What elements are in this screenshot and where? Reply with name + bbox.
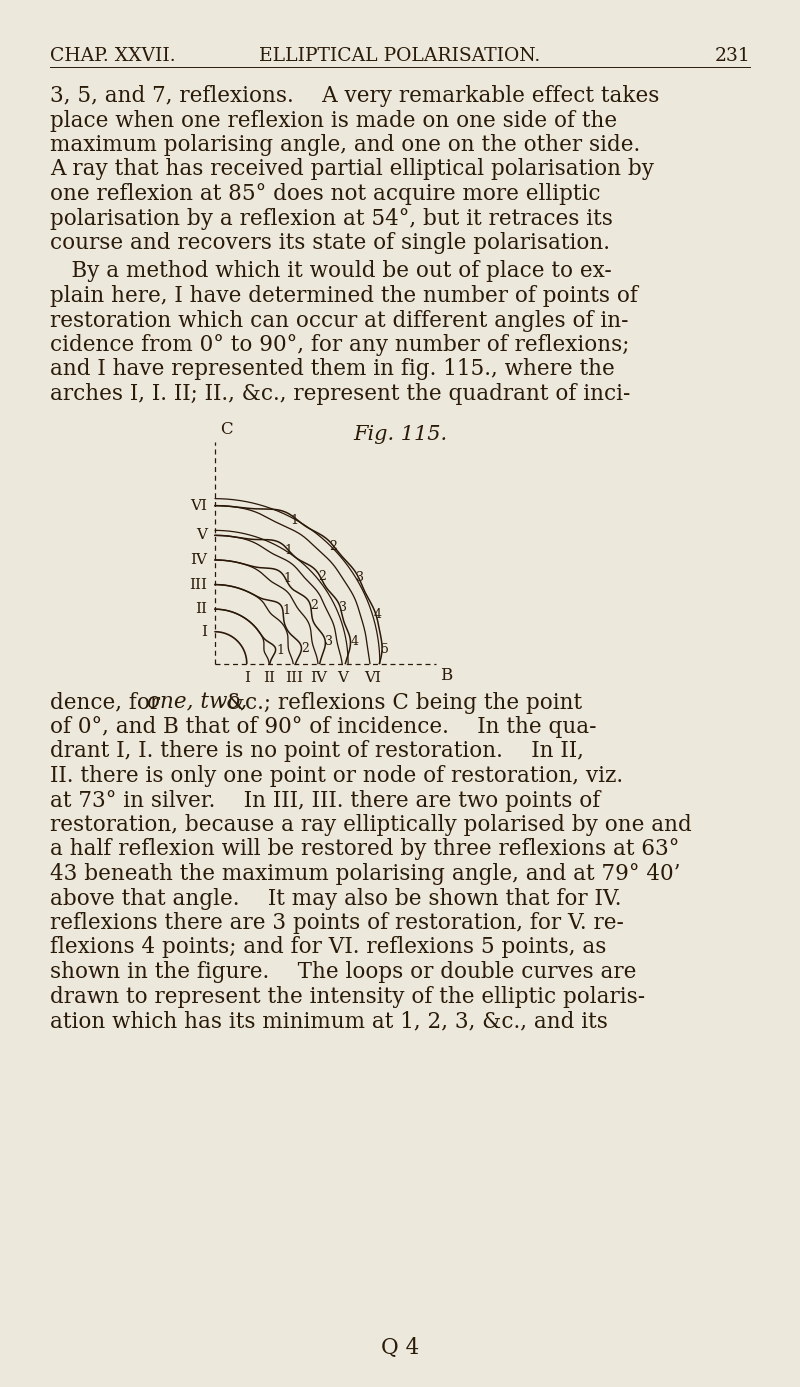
Text: II. there is only one point or node of restoration, viz.: II. there is only one point or node of r… xyxy=(50,766,623,786)
Text: C: C xyxy=(220,422,233,438)
Text: at 73° in silver.  In III, III. there are two points of: at 73° in silver. In III, III. there are… xyxy=(50,789,600,811)
Text: 3: 3 xyxy=(339,601,347,614)
Text: II: II xyxy=(263,671,275,685)
Text: 1: 1 xyxy=(282,605,290,617)
Text: polarisation by a reflexion at 54°, but it retraces its: polarisation by a reflexion at 54°, but … xyxy=(50,208,613,229)
Text: 2: 2 xyxy=(330,540,338,552)
Text: II: II xyxy=(195,602,207,616)
Text: Q 4: Q 4 xyxy=(381,1337,419,1359)
Text: III: III xyxy=(285,671,303,685)
Text: 1: 1 xyxy=(284,544,292,556)
Text: one, two,: one, two, xyxy=(147,692,247,713)
Text: 1: 1 xyxy=(277,644,285,657)
Text: I: I xyxy=(244,671,250,685)
Text: V: V xyxy=(338,671,349,685)
Text: drawn to represent the intensity of the elliptic polaris-: drawn to represent the intensity of the … xyxy=(50,986,645,1007)
Text: above that angle.  It may also be shown that for IV.: above that angle. It may also be shown t… xyxy=(50,888,622,910)
Text: III: III xyxy=(189,577,207,592)
Text: 2: 2 xyxy=(310,599,318,612)
Text: A ray that has received partial elliptical polarisation by: A ray that has received partial elliptic… xyxy=(50,158,654,180)
Text: 43 beneath the maximum polarising angle, and at 79° 40’: 43 beneath the maximum polarising angle,… xyxy=(50,863,681,885)
Text: one reflexion at 85° does not acquire more elliptic: one reflexion at 85° does not acquire mo… xyxy=(50,183,601,205)
Text: &c.; reflexions C being the point: &c.; reflexions C being the point xyxy=(219,692,582,713)
Text: drant I, I. there is no point of restoration.  In II,: drant I, I. there is no point of restora… xyxy=(50,741,584,763)
Text: By a method which it would be out of place to ex-: By a method which it would be out of pla… xyxy=(50,261,612,283)
Text: VI: VI xyxy=(364,671,382,685)
Text: restoration, because a ray elliptically polarised by one and: restoration, because a ray elliptically … xyxy=(50,814,692,836)
Text: a half reflexion will be restored by three reflexions at 63°: a half reflexion will be restored by thr… xyxy=(50,839,679,860)
Text: 5: 5 xyxy=(382,644,389,656)
Text: flexions 4 points; and for VI. reflexions 5 points, as: flexions 4 points; and for VI. reflexion… xyxy=(50,936,606,958)
Text: 4: 4 xyxy=(374,609,382,621)
Text: 2: 2 xyxy=(302,642,310,655)
Text: 231: 231 xyxy=(714,47,750,65)
Text: 1: 1 xyxy=(290,515,298,527)
Text: 3, 5, and 7, reflexions.  A very remarkable effect takes: 3, 5, and 7, reflexions. A very remarkab… xyxy=(50,85,659,107)
Text: Fig. 115.: Fig. 115. xyxy=(353,426,447,444)
Text: VI: VI xyxy=(190,499,207,513)
Text: reflexions there are 3 points of restoration, for V. re-: reflexions there are 3 points of restora… xyxy=(50,913,624,933)
Text: 4: 4 xyxy=(350,635,358,648)
Text: B: B xyxy=(440,667,453,685)
Text: IV: IV xyxy=(190,553,207,567)
Text: arches I, I. II; II., &c., represent the quadrant of inci-: arches I, I. II; II., &c., represent the… xyxy=(50,383,630,405)
Text: V: V xyxy=(196,528,207,542)
Text: 1: 1 xyxy=(283,573,291,585)
Text: cidence from 0° to 90°, for any number of reflexions;: cidence from 0° to 90°, for any number o… xyxy=(50,334,630,356)
Text: course and recovers its state of single polarisation.: course and recovers its state of single … xyxy=(50,232,610,254)
Text: 3: 3 xyxy=(356,571,364,584)
Text: maximum polarising angle, and one on the other side.: maximum polarising angle, and one on the… xyxy=(50,135,640,155)
Text: shown in the figure.  The loops or double curves are: shown in the figure. The loops or double… xyxy=(50,961,636,983)
Text: dence, for: dence, for xyxy=(50,692,167,713)
Text: restoration which can occur at different angles of in-: restoration which can occur at different… xyxy=(50,309,629,331)
Text: I: I xyxy=(201,624,207,639)
Text: place when one reflexion is made on one side of the: place when one reflexion is made on one … xyxy=(50,110,617,132)
Text: 3: 3 xyxy=(326,635,334,649)
Text: 2: 2 xyxy=(318,570,326,583)
Text: plain here, I have determined the number of points of: plain here, I have determined the number… xyxy=(50,284,638,307)
Text: ation which has its minimum at 1, 2, 3, &c., and its: ation which has its minimum at 1, 2, 3, … xyxy=(50,1010,608,1032)
Text: and I have represented them in fig. 115., where the: and I have represented them in fig. 115.… xyxy=(50,358,614,380)
Text: of 0°, and B that of 90° of incidence.  In the qua-: of 0°, and B that of 90° of incidence. I… xyxy=(50,716,597,738)
Text: IV: IV xyxy=(310,671,327,685)
Text: CHAP. XXVII.: CHAP. XXVII. xyxy=(50,47,176,65)
Text: ELLIPTICAL POLARISATION.: ELLIPTICAL POLARISATION. xyxy=(259,47,541,65)
